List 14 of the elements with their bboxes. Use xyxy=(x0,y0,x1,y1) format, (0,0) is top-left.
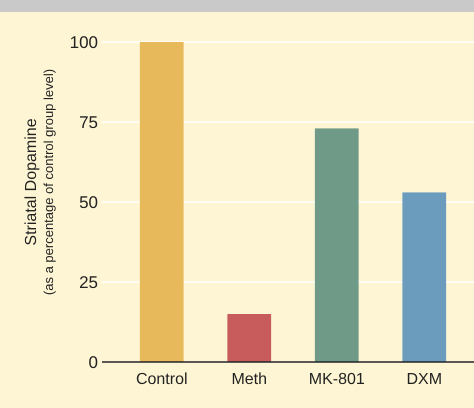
x-tick-label: DXM xyxy=(406,371,442,388)
y-tick-label: 0 xyxy=(88,352,98,372)
x-tick-label: Control xyxy=(136,371,188,388)
bar xyxy=(140,42,184,362)
x-tick-label: Meth xyxy=(231,371,268,388)
y-tick-label: 25 xyxy=(79,272,98,292)
y-tick-label: 100 xyxy=(70,32,98,52)
bar xyxy=(227,314,272,362)
bar xyxy=(402,192,446,362)
y-tick-label: 75 xyxy=(79,112,98,132)
bar xyxy=(314,128,359,362)
y-axis-title: Striatal Dopamine (as a percentage of control group level) xyxy=(23,68,56,296)
y-tick-label: 50 xyxy=(79,192,98,212)
x-tick-label: MK-801 xyxy=(308,371,365,388)
